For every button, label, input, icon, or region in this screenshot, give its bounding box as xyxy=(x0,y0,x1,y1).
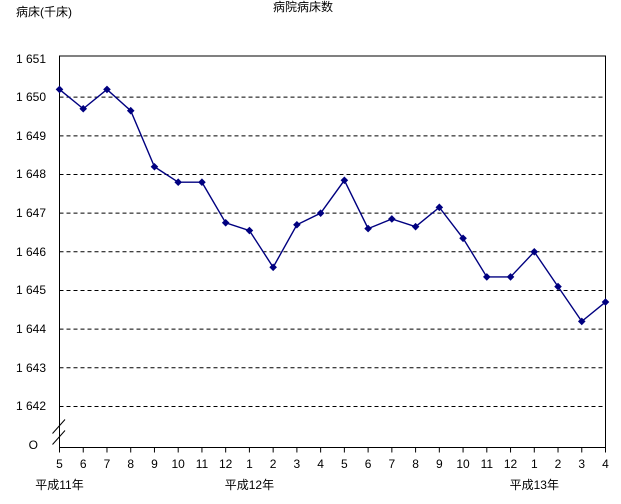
origin-label: O xyxy=(28,438,38,452)
x-tick-label: 10 xyxy=(456,457,470,471)
data-point-marker xyxy=(150,162,159,171)
data-point-marker xyxy=(316,209,325,217)
data-point-marker xyxy=(435,203,444,212)
data-point-marker xyxy=(340,176,349,185)
data-point-marker xyxy=(388,215,396,223)
y-tick-label: 1 651 xyxy=(15,51,46,66)
data-point-marker xyxy=(79,104,88,113)
y-tick-label: 1 647 xyxy=(15,206,46,221)
x-tick-label: 3 xyxy=(578,457,586,471)
x-tick-label: 12 xyxy=(503,457,518,471)
x-tick-label: 5 xyxy=(56,457,63,471)
x-tick-label: 1 xyxy=(246,457,253,471)
y-tick-label: 1 650 xyxy=(15,90,46,105)
data-point-marker xyxy=(411,222,420,231)
x-tick-label: 2 xyxy=(554,457,562,471)
x-tick-label: 8 xyxy=(127,457,135,471)
era-label: 平成13年 xyxy=(509,478,559,492)
x-tick-label: 7 xyxy=(103,457,111,471)
data-point-marker xyxy=(221,219,230,227)
chart-title: 病院病床数 xyxy=(272,0,333,14)
y-tick-label: 1 646 xyxy=(15,244,46,259)
x-tick-label: 9 xyxy=(435,457,443,471)
x-tick-label: 8 xyxy=(412,457,419,471)
data-point-marker xyxy=(577,317,586,326)
data-point-marker xyxy=(126,106,135,115)
data-point-marker xyxy=(198,178,206,187)
y-tick-label: 1 649 xyxy=(15,128,46,143)
y-tick-label: 1 642 xyxy=(15,399,46,414)
data-point-marker xyxy=(293,220,301,229)
y-axis-title: 病床(千床) xyxy=(16,5,72,19)
x-tick-label: 9 xyxy=(151,457,158,471)
data-point-marker xyxy=(269,263,277,272)
plot-frame xyxy=(59,55,606,448)
data-point-marker xyxy=(103,85,111,94)
y-tick-label: 1 645 xyxy=(15,283,46,298)
x-tick-label: 3 xyxy=(293,457,301,471)
axis-break-mark xyxy=(52,419,66,434)
x-tick-label: 4 xyxy=(602,457,609,471)
data-point-marker xyxy=(530,248,539,256)
x-tick-label: 12 xyxy=(218,457,233,471)
x-tick-label: 2 xyxy=(269,457,277,471)
era-label: 平成11年 xyxy=(35,478,84,492)
data-point-marker xyxy=(459,234,467,243)
x-tick-label: 6 xyxy=(79,457,87,471)
data-point-marker xyxy=(364,224,372,233)
data-point-marker xyxy=(245,226,254,235)
x-tick-label: 4 xyxy=(317,457,324,471)
data-point-marker xyxy=(506,273,515,281)
data-point-marker xyxy=(174,178,182,187)
data-point-marker xyxy=(601,298,610,306)
y-tick-label: 1 643 xyxy=(15,360,46,375)
y-tick-label: 1 648 xyxy=(15,167,46,182)
x-tick-label: 10 xyxy=(171,457,185,471)
axis-break-mark xyxy=(52,430,66,445)
data-point-marker xyxy=(55,85,64,94)
x-tick-label: 7 xyxy=(388,457,396,471)
y-tick-label: 1 644 xyxy=(15,322,46,337)
data-point-marker xyxy=(554,282,562,291)
x-tick-label: 11 xyxy=(195,457,209,471)
x-tick-label: 11 xyxy=(480,457,494,471)
x-tick-label: 1 xyxy=(530,457,538,471)
x-tick-label: 6 xyxy=(364,457,372,471)
x-tick-label: 5 xyxy=(341,457,348,471)
era-label: 平成12年 xyxy=(224,478,275,492)
series-line xyxy=(59,88,606,323)
data-point-marker xyxy=(483,273,491,281)
